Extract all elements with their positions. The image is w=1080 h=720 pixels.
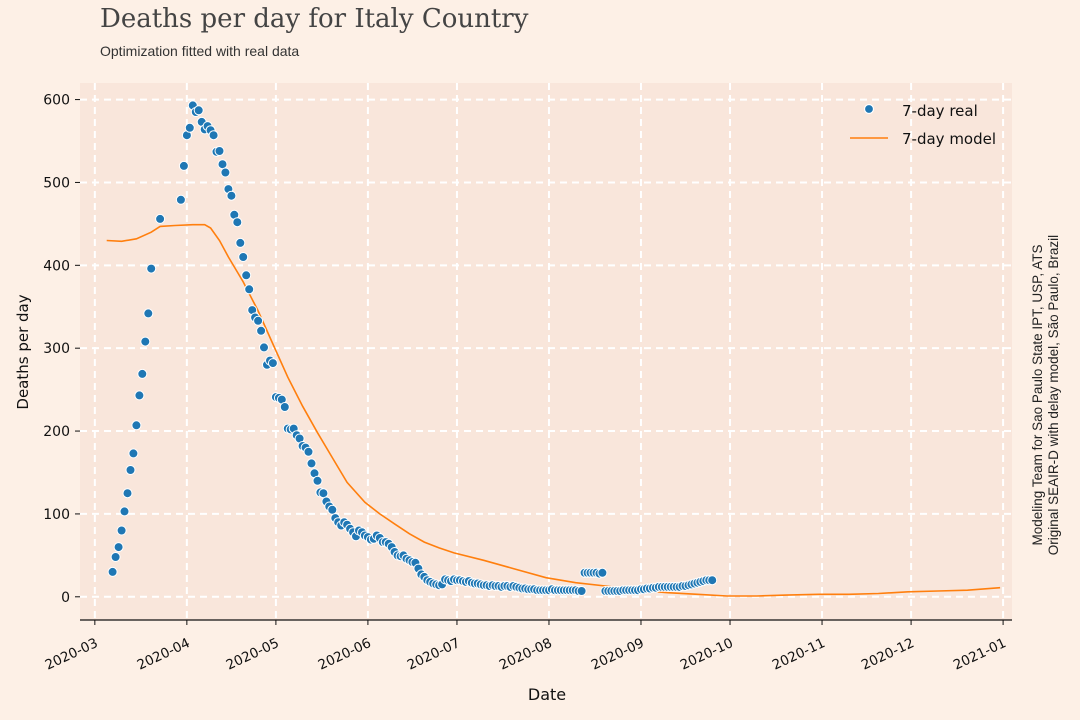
- legend-real-marker: [863, 103, 875, 115]
- real-data-point: [217, 159, 228, 170]
- credit-block: Modeling Team for Sao Paulo State IPT, U…: [1030, 210, 1061, 580]
- real-data-point: [597, 567, 608, 578]
- credit-line-1: Modeling Team for Sao Paulo State IPT, U…: [1030, 244, 1045, 546]
- x-axis-label: Date: [528, 685, 566, 704]
- legend-real-label: 7-day real: [902, 102, 978, 120]
- y-tick-label: 400: [43, 258, 70, 274]
- real-data-point: [143, 308, 154, 319]
- y-tick-label: 0: [61, 590, 70, 606]
- x-tick-label: 2021-01: [951, 635, 1009, 673]
- real-data-point: [128, 448, 139, 459]
- real-data-point: [155, 213, 166, 224]
- real-data-point: [318, 488, 329, 499]
- real-data-point: [235, 237, 246, 248]
- real-data-point: [327, 504, 338, 515]
- y-axis-label: Deaths per day: [14, 294, 32, 409]
- real-data-point: [140, 336, 151, 347]
- legend-model-label: 7-day model: [902, 130, 996, 148]
- real-data-point: [259, 342, 269, 353]
- x-tick-label: 2020-11: [770, 635, 828, 673]
- y-tick-label: 200: [43, 424, 70, 440]
- real-data-point: [241, 270, 252, 281]
- model-series-line: [106, 223, 1001, 597]
- x-tick-label: 2020-07: [405, 635, 463, 673]
- real-data-point: [220, 167, 231, 178]
- real-data-point: [193, 105, 204, 116]
- real-data-point: [306, 458, 317, 469]
- real-data-point: [256, 325, 267, 336]
- chart-subtitle: Optimization fitted with real data: [100, 43, 300, 59]
- real-data-point: [576, 586, 587, 596]
- x-tick-label: 2020-10: [678, 635, 736, 673]
- plot-area: [80, 83, 1012, 620]
- real-data-point: [226, 190, 237, 201]
- real-data-point: [175, 194, 186, 205]
- real-data-point: [110, 552, 121, 562]
- x-tick-label: 2020-09: [589, 635, 647, 673]
- real-data-point: [131, 420, 142, 431]
- real-data-point: [137, 368, 148, 379]
- real-data-point: [267, 358, 278, 369]
- real-data-point: [279, 402, 290, 412]
- real-data-point: [238, 252, 249, 262]
- real-data-point: [253, 315, 264, 326]
- real-data-point: [707, 575, 718, 586]
- x-tick-label: 2020-03: [43, 635, 101, 673]
- real-data-point: [303, 446, 314, 457]
- real-data-point: [208, 130, 219, 141]
- y-tick-label: 100: [43, 507, 70, 523]
- x-tick-label: 2020-04: [135, 635, 193, 673]
- real-data-point: [134, 390, 145, 401]
- real-data-point: [125, 465, 136, 475]
- real-data-point: [116, 525, 127, 536]
- real-data-point: [107, 566, 118, 577]
- real-data-point: [244, 284, 255, 295]
- x-tick-label: 2020-05: [224, 635, 282, 673]
- x-tick-label: 2020-06: [316, 635, 374, 673]
- chart-title: Deaths per day for Italy Country: [100, 4, 529, 34]
- real-data-point: [312, 475, 323, 486]
- real-data-point: [119, 506, 130, 517]
- real-data-point: [232, 217, 243, 228]
- y-tick-label: 600: [43, 93, 70, 109]
- credit-line-2: Original SEAIR-D with delay model, São P…: [1046, 234, 1061, 556]
- real-data-point: [122, 488, 133, 499]
- real-data-point: [178, 160, 189, 171]
- real-data-point: [146, 263, 157, 274]
- y-tick-label: 300: [43, 341, 70, 357]
- real-data-point: [184, 122, 195, 133]
- x-tick-label: 2020-12: [859, 635, 917, 673]
- x-tick-label: 2020-08: [497, 635, 555, 673]
- real-data-point: [214, 146, 225, 156]
- y-tick-label: 500: [43, 175, 70, 191]
- real-data-point: [113, 542, 124, 553]
